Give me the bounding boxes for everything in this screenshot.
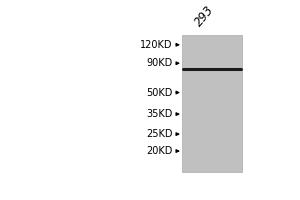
Text: 20KD: 20KD xyxy=(146,146,172,156)
Text: 293: 293 xyxy=(193,3,217,29)
Text: 50KD: 50KD xyxy=(146,88,172,98)
Text: 90KD: 90KD xyxy=(146,58,172,68)
Text: 35KD: 35KD xyxy=(146,109,172,119)
Bar xyxy=(182,35,242,172)
Text: 25KD: 25KD xyxy=(146,129,172,139)
Text: 120KD: 120KD xyxy=(140,40,172,50)
